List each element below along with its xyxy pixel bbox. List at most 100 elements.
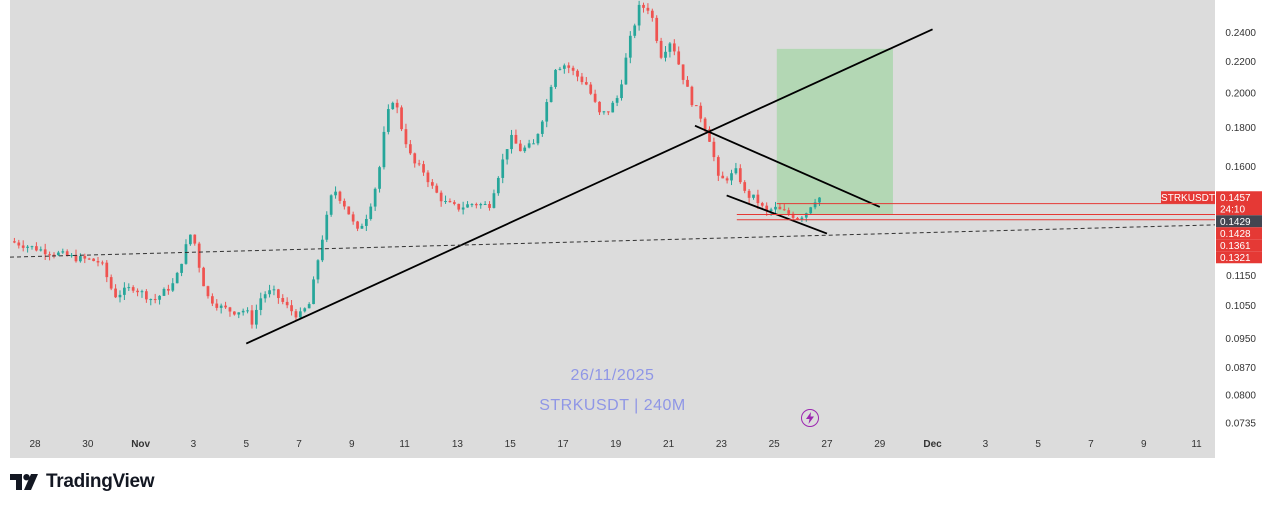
candle-body [30, 246, 34, 248]
candle-body [145, 291, 148, 300]
candle-body [492, 193, 496, 208]
time-tick-label: 15 [505, 439, 517, 450]
candle-body [224, 305, 227, 308]
candle-body [219, 305, 223, 308]
candle-body [809, 207, 813, 214]
plot-background [10, 0, 1215, 458]
candle-body [131, 287, 135, 291]
candle-body [426, 172, 430, 183]
price-axis[interactable]: 0.2400 0.2200 0.2000 0.1800 0.1600 0.1150 0.10… [1225, 28, 1256, 429]
candle-body [105, 262, 109, 278]
candle-body [356, 221, 359, 229]
time-tick-label: 11 [399, 439, 410, 450]
candle-body [193, 234, 197, 244]
candle-body [734, 168, 738, 174]
candle-body [189, 234, 192, 245]
candle-body [285, 301, 289, 306]
candle-body [496, 177, 500, 194]
candle-body [637, 4, 641, 26]
candle-body [307, 304, 311, 309]
time-tick-label: 19 [610, 439, 622, 450]
candle-body [334, 191, 337, 196]
candle-body [457, 203, 461, 210]
candle-body [237, 312, 241, 315]
dashed-long-dashed-support [9, 224, 1216, 258]
price-tick-label: 0.0870 [1225, 363, 1256, 374]
chart-panel[interactable]: 0.2400 0.2200 0.2000 0.1800 0.1600 0.1150 0.10… [0, 0, 1280, 458]
lightning-icon[interactable] [801, 409, 819, 427]
tradingview-logo-icon [10, 474, 38, 490]
candle-body [540, 121, 544, 134]
candle-body [655, 17, 659, 41]
price-tick-label: 0.1050 [1225, 301, 1256, 312]
time-tick-label: 7 [296, 439, 302, 450]
candle-body [246, 310, 249, 312]
candle-body [787, 210, 791, 214]
candle-body [153, 299, 157, 301]
candle-body [136, 290, 139, 293]
candle-body [400, 107, 403, 130]
candle-body [316, 260, 320, 280]
candle-body [760, 203, 764, 206]
candle-body [87, 258, 91, 260]
time-tick-label: 21 [663, 439, 675, 450]
countdown-label: 24:10 [1220, 204, 1245, 215]
price-chart[interactable]: 0.2400 0.2200 0.2000 0.1800 0.1600 0.1150 0.10… [0, 0, 1280, 458]
price-tick-label: 0.1800 [1225, 123, 1256, 134]
time-axis[interactable]: 28 30 Nov 3 5 7 9 11 13 15 17 19 21 23 25 27 29 Dec 3 5 7 9 11 [30, 439, 1203, 450]
candle-body [725, 178, 729, 181]
last-price-tag-label: 0.1457 [1220, 193, 1251, 204]
candle-body [96, 261, 100, 263]
candle-body [501, 159, 505, 178]
candle-body [708, 129, 711, 142]
candle-body [140, 291, 144, 293]
tradingview-logo[interactable]: TradingView [10, 470, 155, 494]
price-tag-bg [1216, 215, 1262, 228]
candle-body [778, 206, 782, 210]
trendlines-layer [9, 28, 1216, 345]
candle-body [738, 168, 742, 183]
candle-body [35, 246, 38, 251]
candle-body [114, 288, 117, 298]
candle-body [598, 101, 601, 113]
candle-body [796, 217, 799, 220]
candle-body [338, 191, 342, 201]
candle-body [386, 109, 390, 132]
candle-body [747, 190, 751, 198]
candle-body [562, 65, 566, 69]
candle-body [470, 204, 474, 206]
time-tick-label: 29 [874, 439, 886, 450]
candle-body [83, 256, 87, 259]
time-tick-label: Dec [923, 439, 942, 450]
candle-body [730, 173, 733, 181]
candle-body [791, 213, 795, 218]
candle-body [342, 200, 346, 207]
candle-body [681, 64, 685, 80]
symbol-tag-label: STRKUSDT [1161, 193, 1215, 204]
last-price-tag-bg [1216, 191, 1262, 216]
candle-body [435, 185, 439, 193]
candle-body [272, 289, 276, 291]
candle-body [391, 102, 395, 110]
time-tick-label: 5 [243, 439, 249, 450]
candle-body [123, 287, 126, 295]
candle-body [263, 294, 267, 299]
candle-body [721, 175, 725, 179]
price-tag-label: 0.1429 [1220, 217, 1251, 228]
candle-body [325, 214, 329, 240]
candle-body [255, 309, 258, 325]
candle-body [466, 204, 469, 208]
candle-body [43, 249, 47, 255]
candle-body [92, 258, 95, 262]
watermark-pair: STRKUSDT | 240M [539, 397, 686, 414]
time-axis-background[interactable] [10, 432, 1215, 458]
candle-body [109, 277, 113, 289]
brand-name: TradingView [46, 471, 155, 492]
candle-body [127, 287, 131, 289]
candle-body [694, 105, 698, 107]
time-tick-label: 30 [82, 439, 94, 450]
price-tick-label: 0.2200 [1225, 57, 1256, 68]
price-tick-label: 0.0800 [1225, 390, 1256, 401]
candle-body [633, 25, 637, 36]
candle-body [615, 98, 619, 103]
